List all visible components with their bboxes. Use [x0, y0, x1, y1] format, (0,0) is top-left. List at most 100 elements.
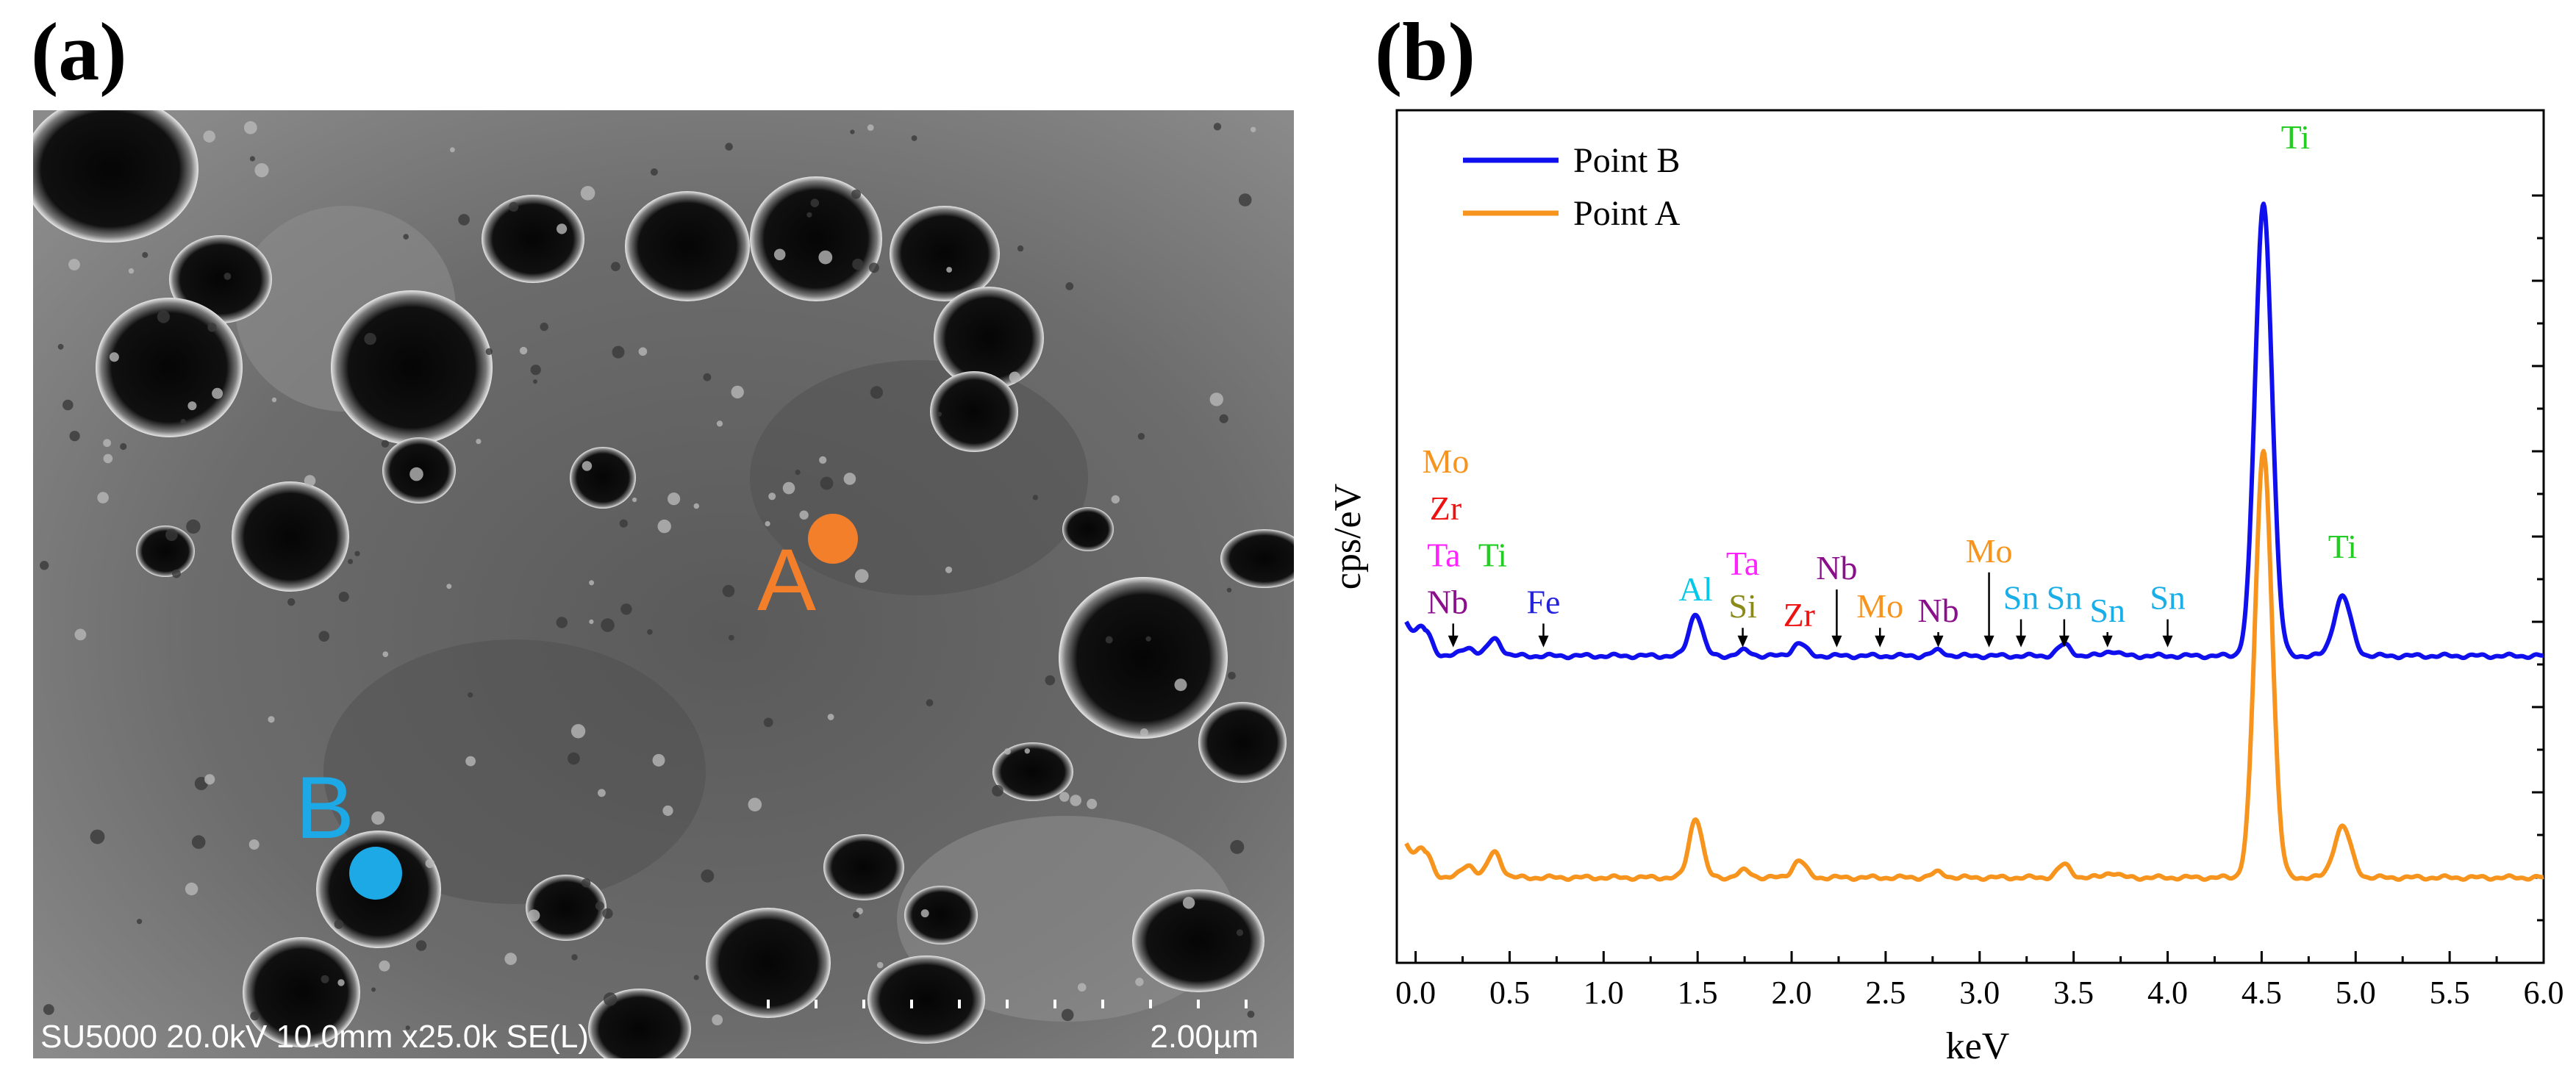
- annotation-label: Si: [1728, 587, 1756, 625]
- speckle: [415, 940, 427, 951]
- speckle: [304, 475, 316, 487]
- speckle: [701, 869, 715, 883]
- speckle: [204, 774, 215, 785]
- speckle: [223, 273, 232, 280]
- speckle: [1135, 978, 1144, 986]
- speckle: [799, 510, 809, 520]
- annotation-label: Al: [1679, 570, 1713, 608]
- speckle: [911, 135, 917, 141]
- pore: [169, 235, 272, 323]
- plot-frame: [1395, 109, 2545, 964]
- speckle: [867, 124, 874, 132]
- speckle: [1174, 678, 1187, 692]
- speckle: [371, 987, 376, 992]
- speckle: [773, 248, 786, 261]
- speckle: [1024, 748, 1031, 754]
- annotation-label: Sn: [2150, 579, 2186, 617]
- speckle: [465, 756, 476, 767]
- speckle: [620, 603, 632, 615]
- speckle: [485, 348, 493, 355]
- arrow-head: [1831, 635, 1842, 648]
- speckle: [68, 259, 80, 270]
- speckle: [403, 234, 409, 240]
- sem-footer: SU5000 20.0kV 10.0mm x25.0k SE(L) 2.00µm: [40, 1000, 1259, 1055]
- speckle: [619, 519, 628, 528]
- annotation-label: Sn: [2003, 579, 2039, 617]
- annotation-label: Ti: [2328, 528, 2357, 565]
- speckle: [612, 345, 625, 359]
- speckle: [142, 251, 149, 258]
- pore: [904, 886, 978, 944]
- speckle: [1139, 728, 1148, 736]
- annotation-label: Ti: [2281, 118, 2310, 156]
- y-axis-label: cps/eV: [1327, 484, 1369, 589]
- pore: [823, 834, 904, 900]
- speckle: [650, 168, 658, 176]
- speckle: [533, 379, 537, 384]
- speckle: [185, 882, 198, 896]
- speckle: [657, 519, 671, 534]
- speckle: [364, 332, 376, 345]
- arrow-head: [2016, 635, 2027, 648]
- speckle: [186, 519, 201, 534]
- speckle: [271, 397, 277, 403]
- speckle: [589, 580, 595, 586]
- speckle: [318, 631, 330, 642]
- speckle: [926, 699, 934, 707]
- speckle: [1045, 675, 1056, 686]
- speckle: [782, 481, 795, 495]
- speckle: [716, 420, 723, 427]
- pore-cluster: [33, 110, 1294, 1058]
- speckle: [458, 214, 470, 226]
- arrow-head: [1983, 635, 1994, 648]
- speckle: [1017, 245, 1024, 252]
- legend-label: Point A: [1573, 194, 1681, 233]
- speckle: [446, 584, 452, 589]
- x-tick-label: 5.5: [2430, 975, 2470, 1011]
- speckle: [589, 619, 594, 625]
- eds-chart: 0.0 0.5 1.0 1.5 2.0 2.5 3.0 3.5 4.0 4.5 5.0 5.5 6.0 …: [1327, 109, 2564, 1067]
- speckle: [371, 811, 385, 825]
- sem-micrograph: [33, 110, 1294, 1058]
- pore: [243, 937, 360, 1047]
- speckle: [334, 919, 344, 929]
- speckle: [528, 909, 540, 922]
- speckle: [1009, 371, 1020, 383]
- speckle: [1077, 983, 1087, 992]
- speckle: [476, 439, 482, 445]
- annotation-label: Ti: [1478, 537, 1507, 574]
- pore: [136, 526, 195, 577]
- speckle: [748, 797, 762, 811]
- pore: [750, 176, 882, 301]
- x-tick-label: 0.0: [1395, 975, 1436, 1011]
- speckle: [806, 212, 812, 218]
- legend: Point B Point A: [1463, 141, 1681, 233]
- speckle: [519, 346, 528, 355]
- speckle: [602, 908, 613, 919]
- point-a-marker: [808, 514, 858, 564]
- pore: [930, 371, 1018, 452]
- speckle: [852, 258, 864, 270]
- speckle: [731, 385, 744, 399]
- arrow-head: [1875, 635, 1886, 648]
- speckle: [795, 470, 801, 476]
- speckle: [638, 347, 648, 356]
- speckle: [937, 412, 942, 417]
- annotation-label: Fe: [1526, 583, 1560, 620]
- point-b-label: B: [296, 759, 354, 857]
- speckle: [1137, 433, 1145, 440]
- speckle: [946, 267, 952, 273]
- speckle: [819, 456, 827, 465]
- speckle: [603, 992, 618, 1006]
- pore: [934, 287, 1044, 390]
- speckle: [869, 262, 879, 273]
- speckle: [207, 323, 217, 332]
- speckle: [668, 492, 681, 506]
- speckle: [1065, 282, 1074, 290]
- arrow-head: [1933, 635, 1944, 648]
- annotation-label: Nb: [1917, 592, 1958, 629]
- speckle: [187, 401, 197, 411]
- speckle: [876, 961, 884, 969]
- speckle: [348, 559, 354, 564]
